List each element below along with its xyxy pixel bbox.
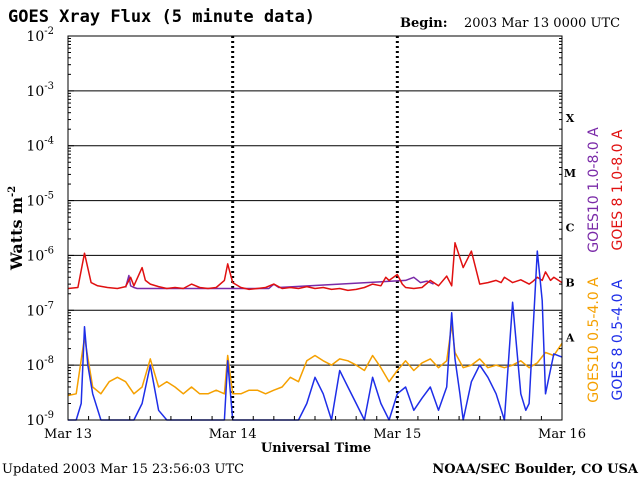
y-tick-label--7: 10-7 <box>26 300 54 319</box>
series-line-1 <box>67 242 563 292</box>
y-tick-label--3: 10-3 <box>26 81 54 100</box>
legend: GOES10 1.0-8.0 A GOES 8 1.0-8.0 A GOES10 0… <box>586 127 626 403</box>
x-tick-label-2: Mar 15 <box>373 427 421 442</box>
legend-entry-1: GOES 8 1.0-8.0 A <box>610 129 626 250</box>
y-axis-label-text: Watts m <box>7 197 26 271</box>
series-group <box>67 242 563 421</box>
updated-timestamp: Updated 2003 Mar 15 23:56:03 UTC <box>2 462 244 477</box>
y-axis-label-exponent: -2 <box>7 186 18 197</box>
svg-text:Watts m-2: Watts m-2 <box>7 186 26 271</box>
y-tick-label--8: 10-8 <box>26 355 54 374</box>
flare-class-C: C <box>566 222 575 235</box>
y-tick-label--5: 10-5 <box>26 191 54 210</box>
grid-lines <box>68 90 562 366</box>
y-tick-label--4: 10-4 <box>26 136 54 155</box>
series-line-2 <box>67 323 563 397</box>
day-dividers <box>231 36 399 420</box>
y-axis-ticks: 10-9 10-8 10-7 10-6 10-5 10-4 10-3 10-2 <box>26 26 562 429</box>
begin-label: Begin: <box>400 16 448 31</box>
flare-class-M: M <box>564 167 576 180</box>
y-tick-label--2: 10-2 <box>26 26 54 45</box>
y-axis-label: Watts m-2 <box>7 186 26 271</box>
x-tick-label-0: Mar 13 <box>44 427 92 442</box>
series-line-3 <box>68 250 563 421</box>
y-tick-label--6: 10-6 <box>26 245 54 264</box>
flare-class-A: A <box>565 331 575 344</box>
legend-entry-3: GOES 8 0.5-4.0 A <box>610 279 626 400</box>
x-axis-ticks: Mar 13 Mar 14 Mar 15 Mar 16 <box>44 416 586 442</box>
legend-entry-2: GOES10 0.5-4.0 A <box>586 277 602 403</box>
y-tick-label--9: 10-9 <box>26 410 54 429</box>
flare-class-X: X <box>566 112 575 125</box>
source-credit: NOAA/SEC Boulder, CO USA <box>432 462 639 477</box>
flare-class-labels: A B C M X <box>564 112 576 344</box>
x-tick-label-1: Mar 14 <box>209 427 257 442</box>
chart-title: GOES Xray Flux (5 minute data) <box>8 7 315 27</box>
flare-class-B: B <box>565 277 574 290</box>
legend-entry-0: GOES10 1.0-8.0 A <box>586 127 602 253</box>
x-axis-label: Universal Time <box>261 441 371 456</box>
x-tick-label-3: Mar 16 <box>538 427 586 442</box>
plot-frame <box>67 35 563 421</box>
begin-value: 2003 Mar 13 0000 UTC <box>464 16 620 31</box>
